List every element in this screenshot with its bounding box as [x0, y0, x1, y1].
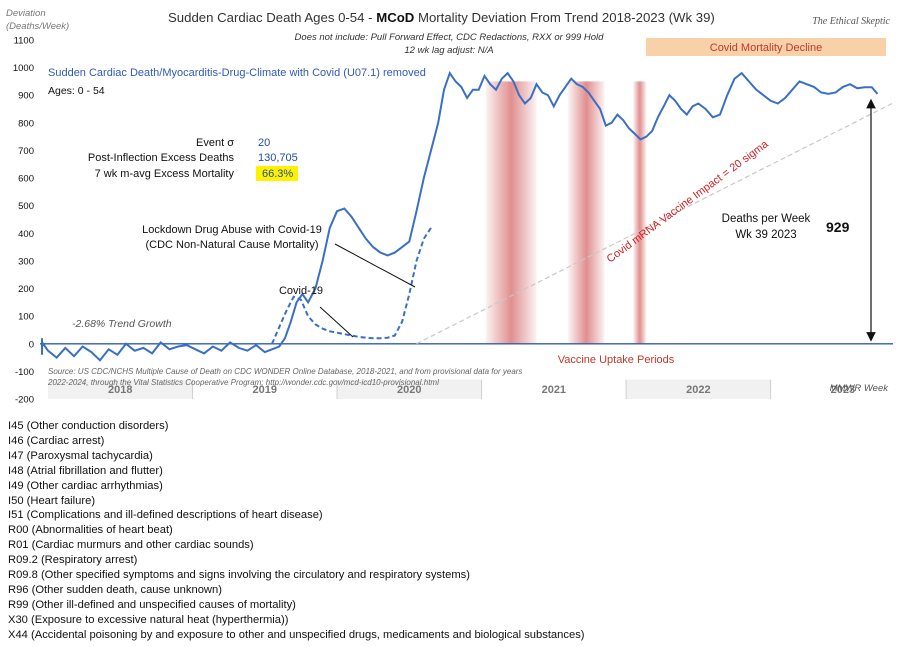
- lockdown-annotation-line-2: (CDC Non-Natural Cause Mortality): [146, 239, 319, 251]
- deaths-per-week-label: Deaths per Week: [722, 213, 811, 225]
- y-tick-label: 500: [18, 201, 34, 212]
- year-band: [48, 379, 193, 399]
- y-tick-label: 200: [18, 284, 34, 295]
- deaths-per-week-value: 929: [826, 219, 850, 235]
- trend-growth-label: -2.68% Trend Growth: [72, 318, 172, 330]
- chart: Sudden Cardiac Death Ages 0-54 - MCoD Mo…: [6, 8, 893, 406]
- year-band: [337, 379, 482, 399]
- y-tick-label: 100: [18, 312, 34, 323]
- y-tick-label: -100: [15, 367, 34, 378]
- y-tick-label: -200: [15, 395, 34, 406]
- icd-code-item: I50 (Heart failure): [8, 494, 96, 507]
- y-axis-label-line-1: Deviation: [6, 8, 46, 19]
- chart-subtitle-line-1: Does not include: Pull Forward Effect, C…: [295, 32, 605, 43]
- y-tick-label: 400: [18, 229, 34, 240]
- stat-value-event-sigma: 20: [258, 137, 270, 149]
- y-tick-label: 900: [18, 91, 34, 102]
- icd-code-item: I48 (Atrial fibrillation and flutter): [8, 464, 163, 477]
- icd-code-item: I45 (Other conduction disorders): [8, 420, 169, 432]
- source-line-1: Source: US CDC/NCHS Multiple Cause of De…: [48, 367, 522, 376]
- covid-decline-box: [646, 38, 886, 56]
- icd-code-item: R00 (Abnormalities of heart beat): [8, 524, 173, 537]
- icd-code-list: I45 (Other conduction disorders) I46 (Ca…: [8, 419, 585, 643]
- icd-code-item: R01 (Cardiac murmurs and other cardiac s…: [8, 539, 254, 552]
- icd-code-item: I51 (Complications and ill-defined descr…: [8, 509, 323, 522]
- vaccine-uptake-label: Vaccine Uptake Periods: [558, 354, 675, 366]
- icd-code-item: R96 (Other sudden death, cause unknown): [8, 583, 222, 596]
- icd-code-item: I47 (Paroxysmal tachycardia): [8, 449, 153, 462]
- icd-code-item: I49 (Other cardiac arrhythmias): [8, 479, 163, 492]
- stat-highlight: [256, 166, 298, 181]
- x-tick-label: 2020: [397, 384, 421, 396]
- icd-code-item: X30 (Exposure to excessive natural heat …: [8, 613, 289, 626]
- y-tick-label: 1000: [13, 63, 34, 74]
- y-axis-label-line-2: (Deaths/Week): [6, 21, 69, 32]
- covid-decline-label: Covid Mortality Decline: [710, 42, 822, 54]
- lockdown-annotation-line-1: Lockdown Drug Abuse with Covid-19: [142, 224, 322, 236]
- x-tick-label: 2022: [686, 384, 710, 396]
- series-legend-label: Sudden Cardiac Death/Myocarditis-Drug-Cl…: [48, 67, 426, 79]
- covid-annotation: Covid-19: [279, 285, 323, 297]
- icd-code-item: X44 (Accidental poisoning by and exposur…: [8, 628, 585, 641]
- x-axis-label: MMWR Week: [830, 383, 890, 394]
- vaccine-impact-label: Covid mRNA Vaccine Impact = 20 sigma: [605, 138, 772, 266]
- vaccine-impact-trend-line: [416, 102, 893, 345]
- deaths-per-week-period: Wk 39 2023: [735, 229, 796, 241]
- icd-code-item: R99 (Other ill-defined and unspecified c…: [8, 598, 296, 611]
- stat-label-excess-deaths: Post-Inflection Excess Deaths: [88, 152, 235, 164]
- y-tick-label: 600: [18, 174, 34, 185]
- stat-label-event-sigma: Event σ: [196, 137, 234, 149]
- vaccine-uptake-band-1: [485, 81, 537, 344]
- series-line-sudden-cardiac-death: [41, 70, 879, 362]
- stat-value-excess-deaths: 130,705: [258, 152, 298, 164]
- x-tick-label: 2023: [831, 384, 855, 396]
- stat-label-excess-mortality: 7 wk m-avg Excess Mortality: [95, 168, 235, 180]
- source-line-2: 2022-2024, through the Vital Statistics …: [47, 378, 439, 387]
- chart-title: Sudden Cardiac Death Ages 0-54 - MCoD Mo…: [168, 10, 715, 25]
- vaccine-uptake-band-3: [633, 81, 647, 344]
- lockdown-pointer: [334, 243, 416, 288]
- y-tick-label: 700: [18, 146, 34, 157]
- series-line-lockdown-drug-abuse: [271, 227, 432, 345]
- icd-code-item: I46 (Cardiac arrest): [8, 434, 105, 447]
- covid-pointer: [319, 306, 354, 338]
- y-tick-label: 0: [29, 339, 34, 350]
- vaccine-uptake-band-2: [568, 81, 605, 344]
- year-band: [626, 379, 771, 399]
- x-tick-label: 2021: [542, 384, 566, 396]
- icd-code-item: R09.8 (Other specified symptoms and sign…: [8, 569, 470, 582]
- x-tick-label: 2018: [108, 384, 132, 396]
- y-tick-label: 1100: [14, 36, 34, 47]
- ages-label: Ages: 0 - 54: [48, 85, 105, 97]
- x-tick-label: 2019: [253, 384, 277, 396]
- icd-code-item: R09.2 (Respiratory arrest): [8, 554, 138, 567]
- brand-label: The Ethical Skeptic: [812, 16, 890, 27]
- y-tick-label: 800: [18, 118, 34, 129]
- chart-subtitle-line-2: 12 wk lag adjust: N/A: [404, 45, 493, 56]
- stat-value-excess-mortality: 66.3%: [262, 168, 293, 180]
- y-tick-label: 300: [18, 256, 34, 267]
